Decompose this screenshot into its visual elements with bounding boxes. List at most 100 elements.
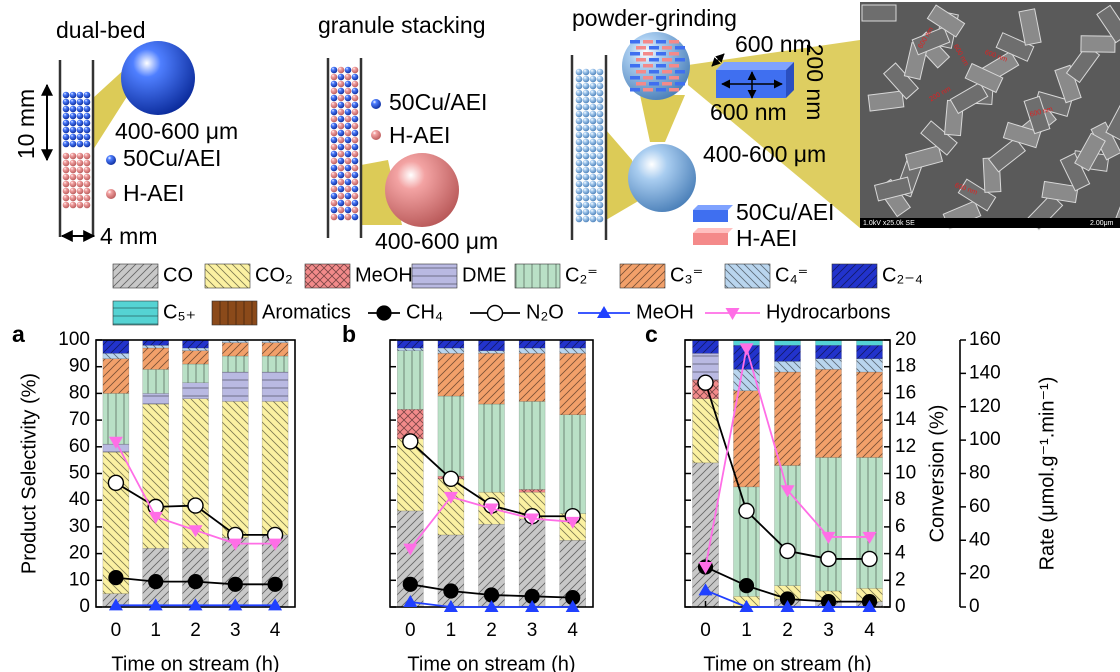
legend-marker bbox=[726, 308, 740, 320]
legend-label: H-AEI bbox=[123, 180, 184, 206]
x-tick-label: 0 bbox=[700, 620, 711, 641]
particle bbox=[576, 90, 583, 97]
particle bbox=[345, 172, 352, 179]
particle bbox=[583, 188, 590, 195]
x-tick-label: 4 bbox=[864, 620, 875, 641]
particle bbox=[345, 95, 352, 102]
sem-crystal bbox=[862, 5, 896, 21]
particle bbox=[583, 125, 590, 132]
particle bbox=[84, 113, 91, 120]
sphere bbox=[628, 144, 696, 212]
y2-tick-label: 2 bbox=[895, 569, 906, 590]
particle bbox=[583, 118, 590, 125]
particle bbox=[338, 67, 345, 74]
bar-segment bbox=[438, 348, 464, 353]
particle bbox=[576, 160, 583, 167]
x-tick-label: 2 bbox=[486, 620, 497, 641]
particle bbox=[77, 99, 84, 106]
bar-segment bbox=[183, 383, 209, 399]
particle bbox=[590, 181, 597, 188]
particle bbox=[590, 76, 597, 83]
bar-segment bbox=[143, 340, 169, 345]
dual-bed-schematic: dual-bed 10 mm 400-600 μm 50Cu/AEI H-AEI… bbox=[13, 17, 238, 249]
particle bbox=[352, 130, 359, 137]
x-tick-label: 0 bbox=[111, 620, 122, 641]
crystal-stripe bbox=[636, 58, 646, 62]
figure: dual-bed 10 mm 400-600 μm 50Cu/AEI H-AEI… bbox=[0, 0, 1120, 672]
crystal-stripe bbox=[649, 46, 659, 50]
particle bbox=[77, 195, 84, 202]
bar-segment bbox=[222, 401, 248, 537]
particle bbox=[597, 160, 604, 167]
particle bbox=[352, 67, 359, 74]
bar-segment bbox=[183, 364, 209, 383]
panel-title: powder-grinding bbox=[572, 5, 737, 31]
particle bbox=[590, 132, 597, 139]
particle bbox=[77, 188, 84, 195]
y2-tick-label: 16 bbox=[895, 382, 916, 403]
particle bbox=[590, 83, 597, 90]
particle bbox=[338, 88, 345, 95]
particle bbox=[331, 172, 338, 179]
particle bbox=[338, 123, 345, 130]
particle bbox=[583, 90, 590, 97]
sem-image: 1.0kV x25.0k SE 2.00μm 600 nm 600 nm 600… bbox=[860, 2, 1120, 230]
particle bbox=[576, 125, 583, 132]
bar-segment bbox=[560, 353, 586, 414]
particle bbox=[345, 88, 352, 95]
x-tick-label: 4 bbox=[270, 620, 281, 641]
particle bbox=[70, 202, 77, 209]
particle bbox=[590, 174, 597, 181]
particle bbox=[583, 195, 590, 202]
particle bbox=[590, 118, 597, 125]
sphere bbox=[385, 153, 459, 227]
particle bbox=[597, 146, 604, 153]
bar-segment bbox=[397, 511, 423, 607]
crystal-stripe bbox=[656, 76, 666, 80]
crystal-stripe bbox=[662, 82, 672, 86]
bar-segment bbox=[438, 479, 464, 535]
bar-segment bbox=[857, 340, 883, 345]
particle bbox=[331, 214, 338, 221]
particle bbox=[345, 123, 352, 130]
particle bbox=[84, 141, 91, 148]
particle bbox=[352, 137, 359, 144]
y3-tick-label: 120 bbox=[969, 396, 1001, 417]
legend-label: H-AEI bbox=[736, 225, 797, 251]
particle bbox=[331, 144, 338, 151]
crystal-stripe bbox=[656, 40, 666, 44]
particle bbox=[352, 116, 359, 123]
legend-label: CO bbox=[163, 264, 193, 286]
particle bbox=[345, 186, 352, 193]
particle bbox=[345, 193, 352, 200]
crystal-stripe bbox=[662, 46, 672, 50]
crystal-stripe bbox=[630, 76, 640, 80]
particle bbox=[338, 102, 345, 109]
particle bbox=[70, 160, 77, 167]
particle bbox=[331, 207, 338, 214]
granule-stacking-schematic: granule stacking 50Cu/AEI H-AEI 400-600 … bbox=[318, 12, 498, 254]
particle bbox=[597, 195, 604, 202]
crystal-stripe bbox=[643, 52, 653, 56]
bar-segment bbox=[479, 340, 505, 351]
sphere bbox=[121, 41, 195, 115]
marker bbox=[821, 551, 836, 566]
particle bbox=[352, 200, 359, 207]
legend-box bbox=[693, 228, 733, 233]
marker bbox=[443, 471, 458, 486]
particle bbox=[63, 167, 70, 174]
bar-segment bbox=[560, 415, 586, 514]
particle bbox=[84, 127, 91, 134]
particle bbox=[345, 137, 352, 144]
legend-marker bbox=[377, 306, 391, 320]
particle bbox=[77, 141, 84, 148]
particle bbox=[352, 214, 359, 221]
bar-segment bbox=[222, 343, 248, 356]
legend-label: 50Cu/AEI bbox=[736, 199, 834, 225]
particle bbox=[352, 109, 359, 116]
particle bbox=[576, 69, 583, 76]
bar-segment bbox=[143, 404, 169, 548]
particle bbox=[352, 158, 359, 165]
particle bbox=[338, 207, 345, 214]
particle bbox=[583, 83, 590, 90]
